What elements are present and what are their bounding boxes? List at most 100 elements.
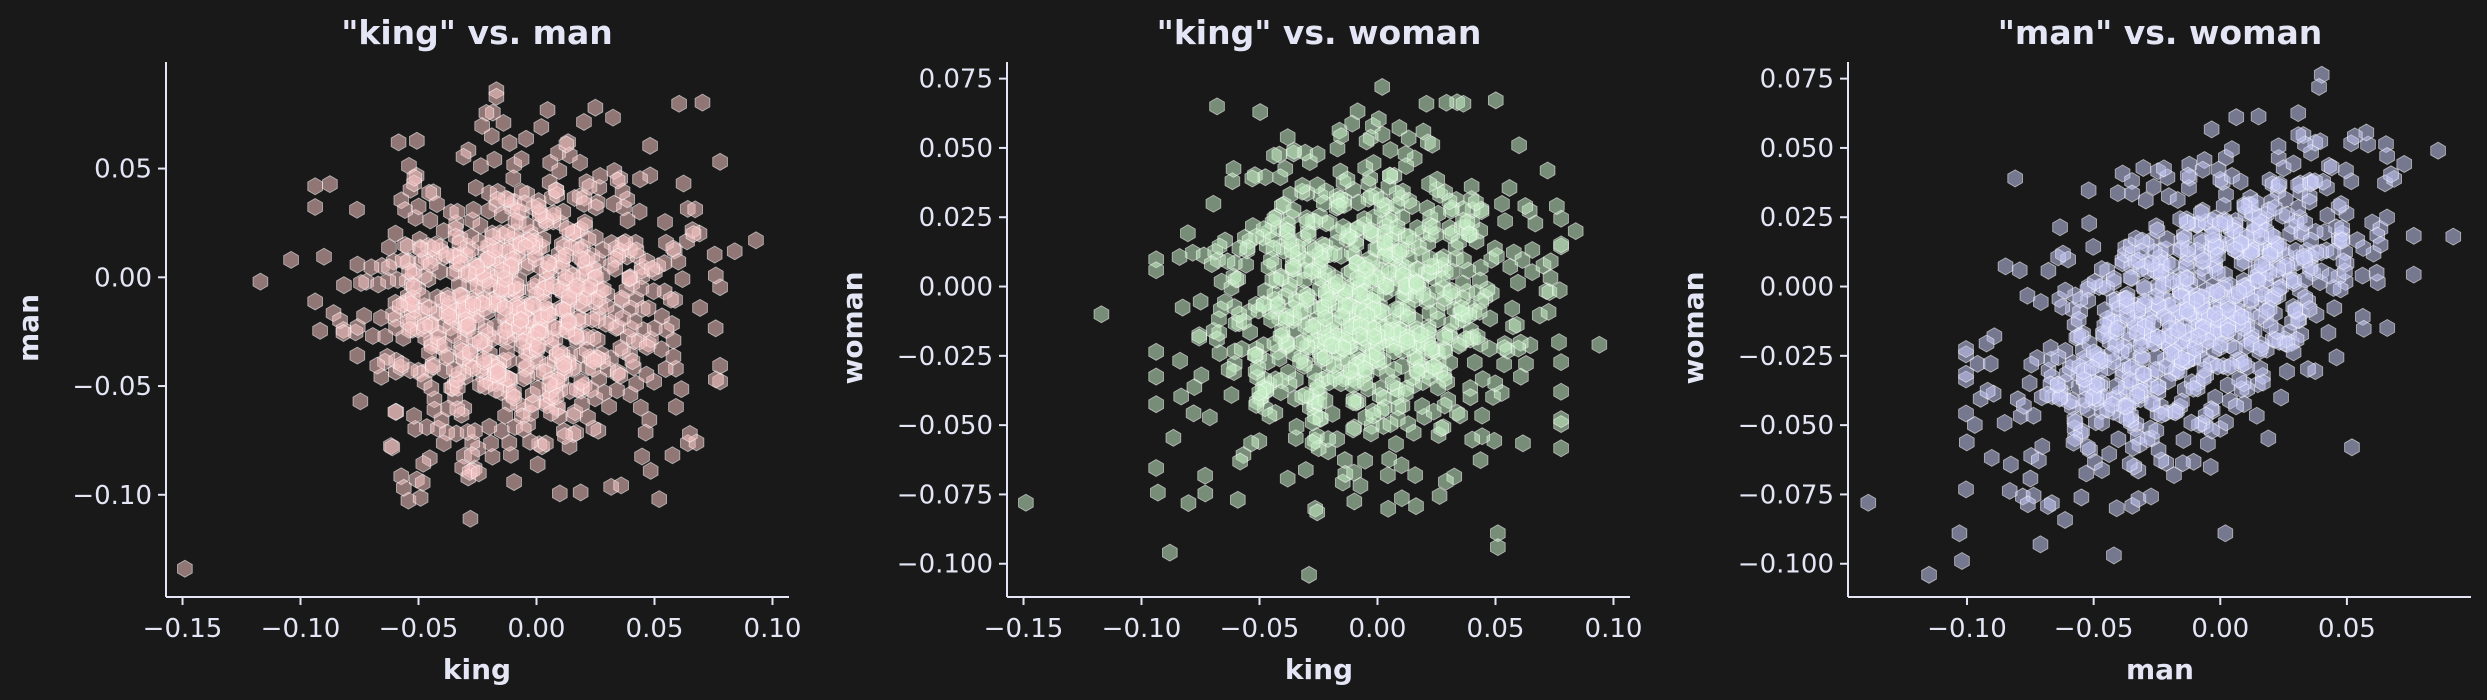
data-point [568,277,585,296]
data-point [1281,232,1297,251]
data-point [396,478,412,497]
data-point [2148,421,2165,440]
y-tick-label: 0.025 [919,203,993,233]
data-point [2109,319,2126,338]
data-point [1326,244,1343,263]
data-point [707,319,724,338]
data-point [489,190,506,209]
data-point [460,264,477,283]
data-point [576,194,592,213]
data-point [517,237,534,256]
data-point [2338,161,2354,180]
data-point [2149,221,2166,240]
data-point [2175,454,2191,473]
data-point [472,216,489,235]
data-point [1542,268,1559,287]
data-point [1456,251,1472,270]
data-point [1349,269,1366,288]
data-point [668,397,684,416]
data-point [580,408,596,427]
data-point [1527,214,1544,233]
data-point [529,379,546,398]
data-point [283,250,299,269]
data-point [1951,524,1968,543]
data-point [1455,94,1472,113]
data-point [2231,283,2247,302]
data-point [1524,241,1541,260]
data-point [1148,261,1164,280]
data-point [674,270,691,289]
data-point [1275,195,1292,214]
data-point [1996,413,2013,432]
data-point [632,170,648,189]
data-point [1388,435,1404,454]
data-point [557,427,573,446]
data-point [2297,213,2313,232]
data-point [1374,77,1391,96]
data-point [1093,305,1110,324]
data-point [417,316,433,335]
data-point [476,349,492,368]
data-point [673,380,690,399]
data-point [1394,489,1410,508]
data-point [483,434,499,453]
data-point [2203,120,2220,139]
data-point [525,296,542,315]
data-point [2396,154,2413,173]
data-point [486,150,503,169]
data-point [307,177,323,196]
data-point [1300,225,1317,244]
data-point [2312,132,2329,151]
data-point [1266,146,1282,165]
data-point [390,133,407,152]
data-point [2252,339,2269,358]
data-point [1438,472,1454,491]
data-point [501,433,518,452]
data-point [1553,235,1569,254]
data-point [1431,486,1448,505]
data-point [2080,181,2097,200]
data-point [1335,217,1352,237]
data-point [1298,385,1314,404]
data-point [628,241,645,260]
data-point [1958,404,1974,423]
data-point [1539,161,1556,180]
data-point [2303,231,2319,250]
data-point [452,286,468,305]
data-point [488,380,504,400]
data-point [2110,430,2127,449]
data-point [507,212,524,231]
data-point [1393,456,1410,475]
data-point [2055,244,2071,263]
x-tick-label: −0.10 [1102,614,1182,644]
y-tick-label: −0.100 [897,550,993,580]
data-point [1316,194,1332,213]
data-point [1333,374,1349,393]
data-point [2108,376,2125,396]
data-point [393,355,410,374]
data-point [2150,328,2166,347]
data-point [2070,310,2087,329]
data-point [692,298,708,317]
data-point [1205,194,1222,213]
data-point [1219,252,1236,271]
data-point [2164,295,2181,314]
data-point [2057,281,2074,300]
data-point [1365,406,1382,425]
data-point [515,420,532,439]
data-point [2172,210,2189,229]
data-point [1551,281,1568,300]
data-point [322,175,338,194]
data-point [533,118,550,137]
data-point [1418,94,1435,113]
data-point [612,366,629,385]
data-point [2129,323,2145,342]
data-point [609,171,626,190]
data-point [2020,495,2036,514]
data-point [1421,174,1437,194]
data-point [634,447,650,466]
data-point [651,490,668,509]
axes-layer: −0.10 −0.05 0.00 0.05 −0.100 −0.075 −0.050 −0.0… [1738,62,2471,644]
data-point [427,235,444,254]
